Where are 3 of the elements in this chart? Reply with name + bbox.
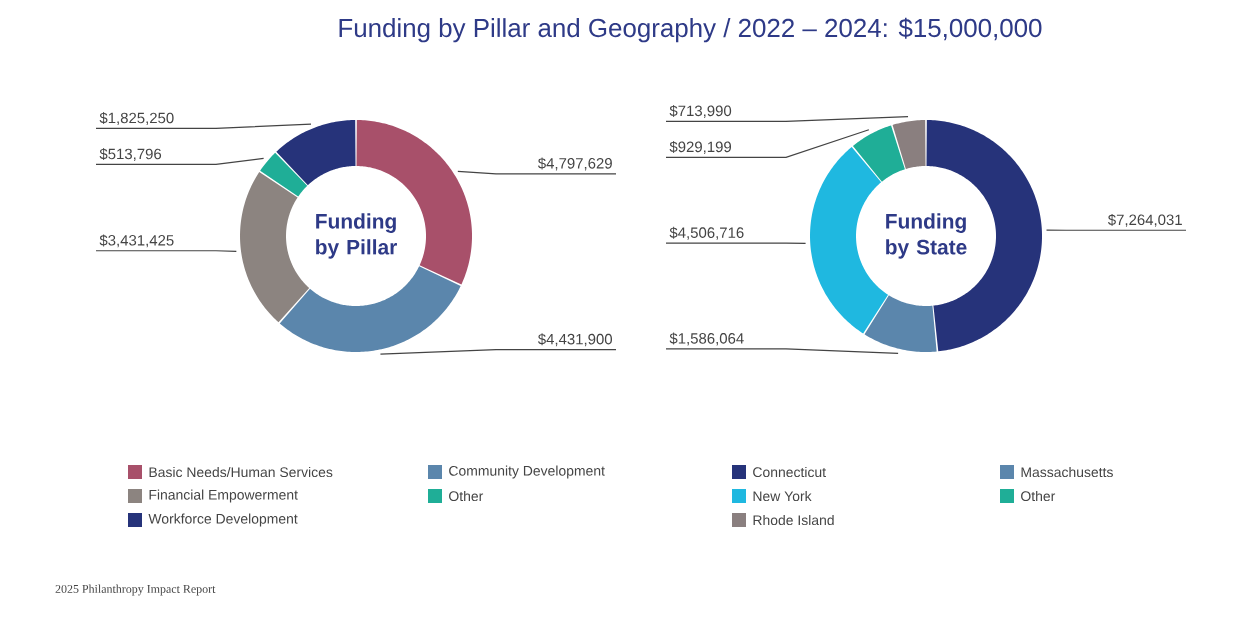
text: Funding by Pillar and Geography / 2022 – 2024: $15,000,000: [339, 17, 1042, 43]
text: Funding by State: [886, 213, 967, 259]
text: Funding by Pillar: [316, 213, 397, 259]
